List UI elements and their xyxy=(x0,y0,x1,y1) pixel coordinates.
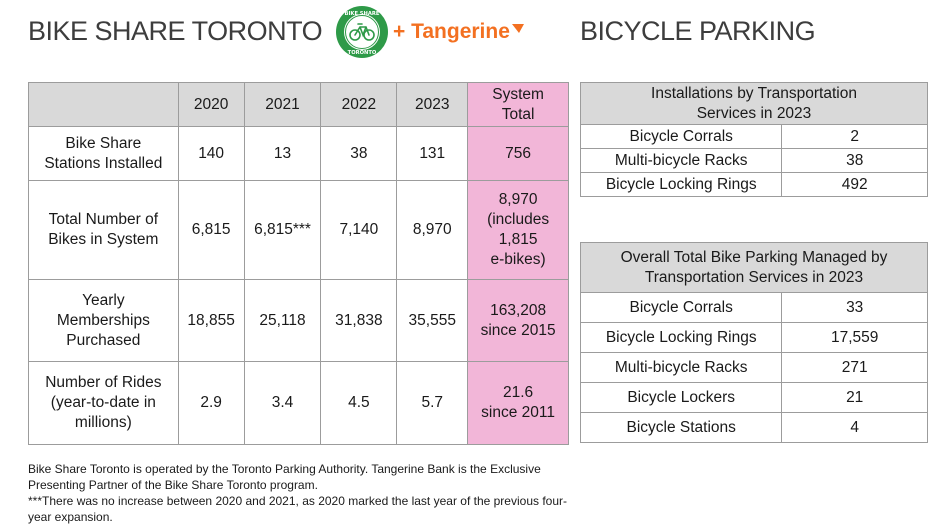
row-label: Bicycle Lockers xyxy=(579,382,783,413)
table-cell: 140 xyxy=(177,126,245,181)
total-cell: 163,208 since 2015 xyxy=(467,279,569,362)
total-cell: 21.6 since 2011 xyxy=(467,361,569,445)
table-cell: 4.5 xyxy=(320,361,398,445)
table-header-row: 2020 2021 2022 2023 System Total xyxy=(28,82,569,127)
table-cell: 131 xyxy=(396,126,469,181)
overall-title-row: Overall Total Bike Parking Managed by Tr… xyxy=(580,242,928,293)
row-label: Bike Share Stations Installed xyxy=(28,126,179,181)
table-cell: 38 xyxy=(781,148,928,173)
table-cell: 271 xyxy=(781,352,928,383)
header-cell-2020: 2020 xyxy=(177,82,245,127)
row-label: Multi-bicycle Racks xyxy=(579,352,783,383)
tangerine-swoosh-icon xyxy=(511,24,524,33)
overall-title: Overall Total Bike Parking Managed by Tr… xyxy=(580,242,928,293)
header-cell-2021: 2021 xyxy=(243,82,322,127)
table-cell: 17,559 xyxy=(781,322,928,353)
table-cell: 2.9 xyxy=(177,361,245,445)
table-cell: 35,555 xyxy=(396,279,469,362)
row-label: Number of Rides (year-to-date in million… xyxy=(28,361,179,445)
header-cell-system-total: System Total xyxy=(467,82,569,127)
table-row: Multi-bicycle Racks 271 xyxy=(579,352,928,383)
table-cell: 7,140 xyxy=(320,180,398,280)
table-row: Multi-bicycle Racks 38 xyxy=(579,148,928,173)
table-row: Total Number of Bikes in System 6,815 6,… xyxy=(28,180,569,280)
bike-share-table: 2020 2021 2022 2023 System Total Bike Sh… xyxy=(28,82,569,445)
right-title: BICYCLE PARKING xyxy=(580,16,816,46)
row-label: Bicycle Corrals xyxy=(579,124,783,149)
header-cell-2022: 2022 xyxy=(320,82,398,127)
total-cell: 8,970 (includes 1,815 e-bikes) xyxy=(467,180,569,280)
row-label: Yearly Memberships Purchased xyxy=(28,279,179,362)
bike-share-logo-icon: BIKE SHARE TORONTO xyxy=(336,6,388,58)
table-cell: 4 xyxy=(781,412,928,443)
table-cell: 33 xyxy=(781,292,928,323)
table-cell: 25,118 xyxy=(243,279,322,362)
installations-title-row: Installations by Transportation Services… xyxy=(580,82,928,125)
table-cell: 18,855 xyxy=(177,279,245,362)
row-label: Multi-bicycle Racks xyxy=(579,148,783,173)
table-row: Bicycle Corrals 33 xyxy=(579,292,928,323)
table-cell: 3.4 xyxy=(243,361,322,445)
footnotes: Bike Share Toronto is operated by the To… xyxy=(28,461,588,525)
row-label: Bicycle Locking Rings xyxy=(579,172,783,197)
table-cell: 2 xyxy=(781,124,928,149)
table-row: Bike Share Stations Installed 140 13 38 … xyxy=(28,126,569,181)
tangerine-brand-text: + Tangerine xyxy=(393,20,510,43)
row-label: Bicycle Stations xyxy=(579,412,783,443)
bike-share-tangerine-logo: BIKE SHARE TORONTO + Tangerine xyxy=(335,6,525,58)
table-row: Bicycle Locking Rings 492 xyxy=(579,172,928,197)
total-cell: 756 xyxy=(467,126,569,181)
installations-table: Installations by Transportation Services… xyxy=(579,82,928,197)
table-row: Bicycle Corrals 2 xyxy=(579,124,928,149)
overall-parking-table: Overall Total Bike Parking Managed by Tr… xyxy=(579,242,928,443)
svg-text:BIKE SHARE: BIKE SHARE xyxy=(345,11,380,17)
table-row: Yearly Memberships Purchased 18,855 25,1… xyxy=(28,279,569,362)
footnote-no-increase: ***There was no increase between 2020 an… xyxy=(28,494,567,524)
table-cell: 5.7 xyxy=(396,361,469,445)
table-row: Number of Rides (year-to-date in million… xyxy=(28,361,569,445)
header-cell-2023: 2023 xyxy=(396,82,469,127)
footnote-operator: Bike Share Toronto is operated by the To… xyxy=(28,462,541,492)
table-cell: 38 xyxy=(320,126,398,181)
header-cell-empty xyxy=(28,82,179,127)
row-label: Total Number of Bikes in System xyxy=(28,180,179,280)
table-cell: 492 xyxy=(781,172,928,197)
row-label: Bicycle Corrals xyxy=(579,292,783,323)
table-cell: 13 xyxy=(243,126,322,181)
table-row: Bicycle Lockers 21 xyxy=(579,382,928,413)
table-cell: 31,838 xyxy=(320,279,398,362)
table-row: Bicycle Stations 4 xyxy=(579,412,928,443)
tangerine-brand: + Tangerine xyxy=(393,20,525,44)
table-cell: 8,970 xyxy=(396,180,469,280)
installations-title: Installations by Transportation Services… xyxy=(580,82,928,125)
table-cell: 6,815 xyxy=(177,180,245,280)
table-row: Bicycle Locking Rings 17,559 xyxy=(579,322,928,353)
svg-text:TORONTO: TORONTO xyxy=(348,50,377,56)
row-label: Bicycle Locking Rings xyxy=(579,322,783,353)
table-cell: 6,815*** xyxy=(243,180,322,280)
left-title: BIKE SHARE TORONTO xyxy=(28,16,323,46)
table-cell: 21 xyxy=(781,382,928,413)
